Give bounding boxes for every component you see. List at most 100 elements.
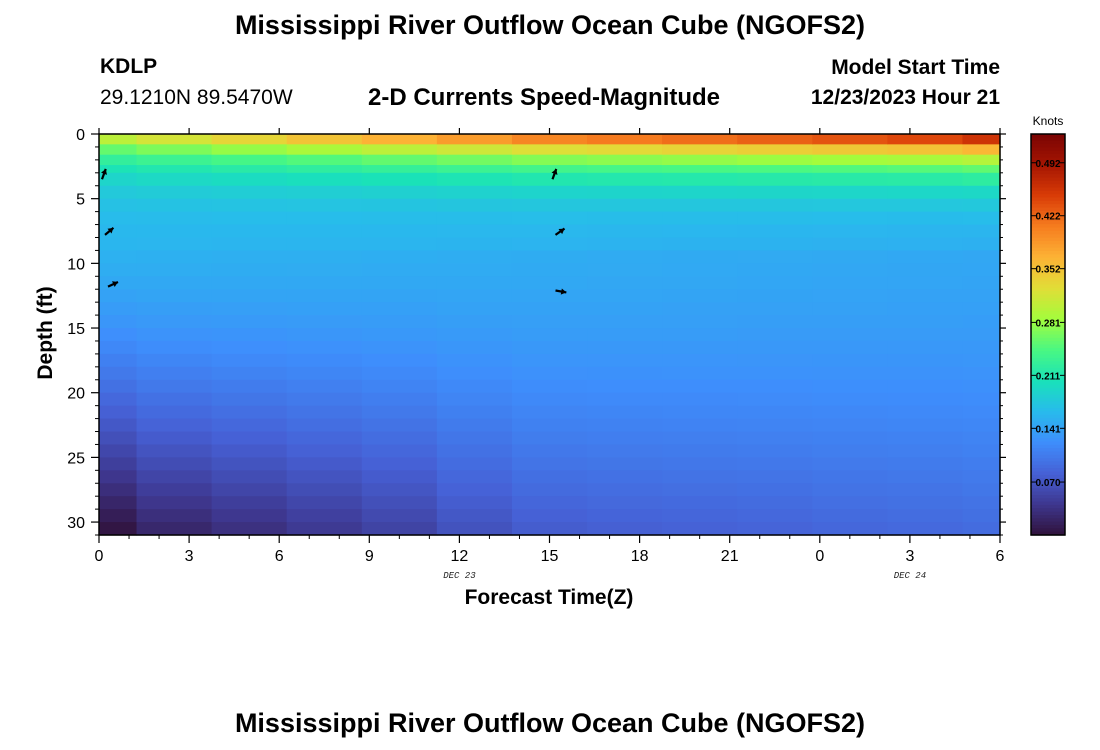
heatmap-cell <box>887 353 964 368</box>
heatmap-cell <box>662 483 738 497</box>
colorbar-segment <box>1031 190 1065 195</box>
heatmap-cell <box>99 431 138 446</box>
heatmap-cell <box>737 444 813 458</box>
colorbar-segment <box>1031 264 1065 269</box>
heatmap-cell <box>962 522 1001 536</box>
heatmap-cell <box>136 470 213 484</box>
heatmap-cell <box>436 198 513 213</box>
heatmap-cell <box>662 250 738 264</box>
heatmap-cell <box>587 509 663 523</box>
current-vector <box>100 168 107 180</box>
heatmap-cell <box>812 392 888 407</box>
colorbar-segment <box>1031 291 1065 295</box>
heatmap-cell <box>812 405 888 420</box>
heatmap-cell <box>361 276 438 290</box>
heatmap-cell <box>662 392 738 407</box>
heatmap-cell <box>361 509 438 523</box>
heatmap-cell <box>662 496 738 510</box>
colorbar-segment <box>1031 421 1065 426</box>
heatmap-cell <box>211 522 288 536</box>
colorbar-segment <box>1031 297 1065 302</box>
heatmap-cell <box>211 328 288 342</box>
heatmap-cell <box>812 457 888 471</box>
heatmap-cell <box>286 496 363 510</box>
heatmap-cell <box>812 379 888 394</box>
heatmap-cell <box>211 405 288 420</box>
heatmap-cell <box>361 237 438 252</box>
colorbar-segment <box>1031 414 1065 419</box>
heatmap-cell <box>812 224 888 239</box>
y-tick-label: 15 <box>67 321 85 338</box>
heatmap-cell <box>286 431 363 446</box>
heatmap-cell <box>136 496 213 510</box>
heatmap-cell <box>136 165 213 174</box>
colorbar-segment <box>1031 260 1065 265</box>
colorbar-segment <box>1031 448 1065 453</box>
heatmap-cell <box>812 315 888 329</box>
heatmap-cell <box>511 198 588 213</box>
colorbar-tick-label: 0.281 <box>1035 318 1060 329</box>
colorbar-segment <box>1031 137 1065 142</box>
date-label: DEC 23 <box>443 571 476 581</box>
heatmap-cell <box>436 154 513 166</box>
heatmap-cell <box>887 483 964 497</box>
heatmap-cell <box>211 353 288 368</box>
colorbar-segment <box>1031 394 1065 399</box>
heatmap-cell <box>511 165 588 174</box>
heatmap-cell <box>662 418 738 433</box>
heatmap-cell <box>737 224 813 239</box>
heatmap-cell <box>286 340 363 355</box>
heatmap-cell <box>662 444 738 458</box>
heatmap-cell <box>286 328 363 342</box>
heatmap-cell <box>286 237 363 252</box>
heatmap-cell <box>136 405 213 420</box>
heatmap-cell <box>436 340 513 355</box>
heatmap-cell <box>211 366 288 381</box>
heatmap-cell <box>99 165 138 174</box>
colorbar-segment <box>1031 411 1065 416</box>
heatmap-cell <box>99 496 138 510</box>
colorbar-segment <box>1031 367 1065 372</box>
heatmap-cell <box>99 470 138 484</box>
heatmap-cell <box>99 418 138 433</box>
heatmap-cell <box>99 444 138 458</box>
heatmap-cell <box>962 353 1001 368</box>
colorbar-segment <box>1031 424 1065 429</box>
heatmap-cell <box>286 263 363 277</box>
x-tick-label: 6 <box>996 548 1005 565</box>
heatmap-cell <box>662 134 738 145</box>
colorbar-segment <box>1031 184 1065 189</box>
heatmap-cell <box>887 522 964 536</box>
heatmap-cell <box>436 379 513 394</box>
heatmap-cell <box>286 154 363 166</box>
heatmap-cell <box>99 302 138 316</box>
heatmap-cell <box>887 237 964 252</box>
heatmap-cell <box>361 224 438 239</box>
heatmap-cell <box>662 509 738 523</box>
heatmap-cell <box>361 457 438 471</box>
heatmap-cell <box>962 379 1001 394</box>
heatmap-cell <box>511 144 588 156</box>
colorbar-segment <box>1031 140 1065 145</box>
heatmap-cell <box>286 276 363 290</box>
heatmap-cell <box>99 185 138 200</box>
heatmap-cell <box>436 315 513 329</box>
heatmap-cell <box>962 328 1001 342</box>
heatmap-cell <box>962 340 1001 355</box>
heatmap-cell <box>286 392 363 407</box>
x-tick-label: 15 <box>541 548 559 565</box>
heatmap-cell <box>887 185 964 200</box>
colorbar-segment <box>1031 324 1065 329</box>
heatmap-cell <box>286 522 363 536</box>
heatmap-cell <box>587 444 663 458</box>
heatmap-cell <box>286 315 363 329</box>
heatmap-cell <box>887 289 964 303</box>
colorbar-segment <box>1031 531 1065 536</box>
colorbar-segment <box>1031 281 1065 285</box>
heatmap-cell <box>99 289 138 303</box>
heatmap-cell <box>99 353 138 368</box>
heatmap-cell <box>887 276 964 290</box>
heatmap-cell <box>887 328 964 342</box>
heatmap-cell <box>662 185 738 200</box>
heatmap-cell <box>511 522 588 536</box>
